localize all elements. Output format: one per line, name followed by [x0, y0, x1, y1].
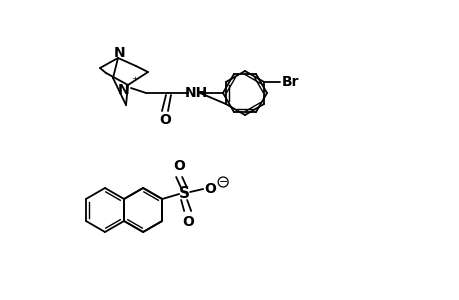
Text: O: O — [204, 182, 216, 196]
Text: −: − — [218, 177, 227, 187]
Text: S: S — [178, 187, 189, 202]
Text: N: N — [118, 83, 129, 97]
Text: NH: NH — [184, 86, 207, 100]
Text: N: N — [114, 46, 126, 60]
Text: O: O — [173, 159, 185, 173]
Text: O: O — [159, 113, 171, 127]
Text: O: O — [182, 215, 194, 229]
Text: Br: Br — [281, 75, 298, 89]
Text: ⁺: ⁺ — [130, 74, 137, 88]
